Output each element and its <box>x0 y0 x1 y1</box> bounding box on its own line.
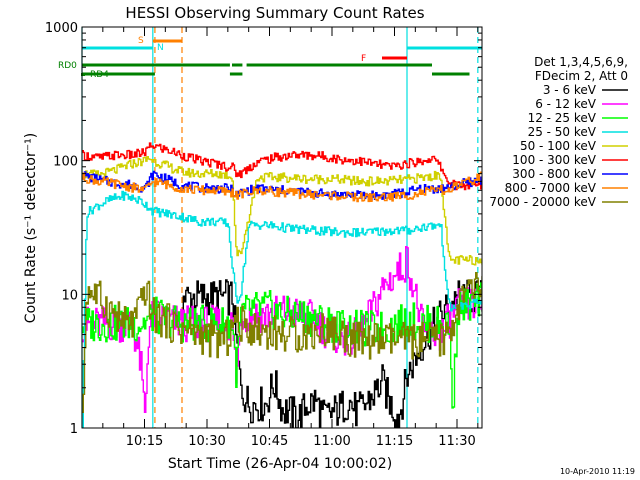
series-line <box>82 142 482 191</box>
series-line <box>82 171 482 203</box>
legend-entry-label: 100 - 300 keV <box>512 153 596 167</box>
flag-label-rd0: RD0 <box>58 61 77 71</box>
timestamp: 10-Apr-2010 11:19 <box>560 467 635 476</box>
legend-entry-label: 3 - 6 keV <box>543 83 597 97</box>
legend-entry-label: 6 - 12 keV <box>535 97 597 111</box>
series-line <box>82 245 482 413</box>
legend-entry-label: 7000 - 20000 keV <box>489 195 596 209</box>
x-tick-label: 11:15 <box>376 434 413 449</box>
plot-frame <box>81 26 483 429</box>
y-axis-label-text: Count Rate (s⁻¹ detector⁻¹) <box>23 133 39 323</box>
flag-label-n: N <box>157 43 164 53</box>
series-line <box>82 190 482 428</box>
x-tick-label: 10:30 <box>188 434 225 449</box>
y-tick-label: 100 <box>53 155 78 170</box>
chart-title: HESSI Observing Summary Count Rates <box>125 4 424 22</box>
series-line <box>82 155 482 266</box>
x-tick-label: 10:15 <box>126 434 163 449</box>
y-axis-label: Count Rate (s⁻¹ detector⁻¹) <box>23 133 39 323</box>
legend-entry-label: 800 - 7000 keV <box>505 181 597 195</box>
x-tick-label: 10:45 <box>251 434 288 449</box>
flag-bars: RD0 RD4 S N F <box>58 36 482 80</box>
flag-label-rd4: RD4 <box>90 70 109 80</box>
flag-label-s: S <box>138 36 144 46</box>
x-axis-label: Start Time (26-Apr-04 10:00:02) <box>168 456 392 472</box>
x-tick-label: 11:30 <box>438 434 475 449</box>
series-line <box>82 272 482 413</box>
legend-entry-label: 25 - 50 keV <box>528 125 597 139</box>
y-tick-label: 1000 <box>45 21 78 36</box>
rd4-marker <box>81 73 85 76</box>
legend-entry-label: 50 - 100 keV <box>520 139 597 153</box>
legend-entry-label: 12 - 25 keV <box>528 111 597 125</box>
series-group <box>82 142 482 428</box>
flag-label-f: F <box>361 54 366 64</box>
x-tick-label: 11:00 <box>313 434 350 449</box>
y-axis: 1 10 100 1000 <box>45 21 482 437</box>
legend: Det 1,3,4,5,6,9,FDecim 2, Att 03 - 6 keV… <box>489 55 628 209</box>
y-tick-label: 1 <box>70 422 78 437</box>
legend-header-line: Det 1,3,4,5,6,9, <box>534 55 628 69</box>
legend-entry-label: 300 - 800 keV <box>512 167 596 181</box>
legend-header-line: FDecim 2, Att 0 <box>535 69 628 83</box>
x-axis: 10:15 10:30 10:45 11:00 11:15 11:30 <box>102 27 479 449</box>
y-tick-label: 10 <box>61 288 78 303</box>
